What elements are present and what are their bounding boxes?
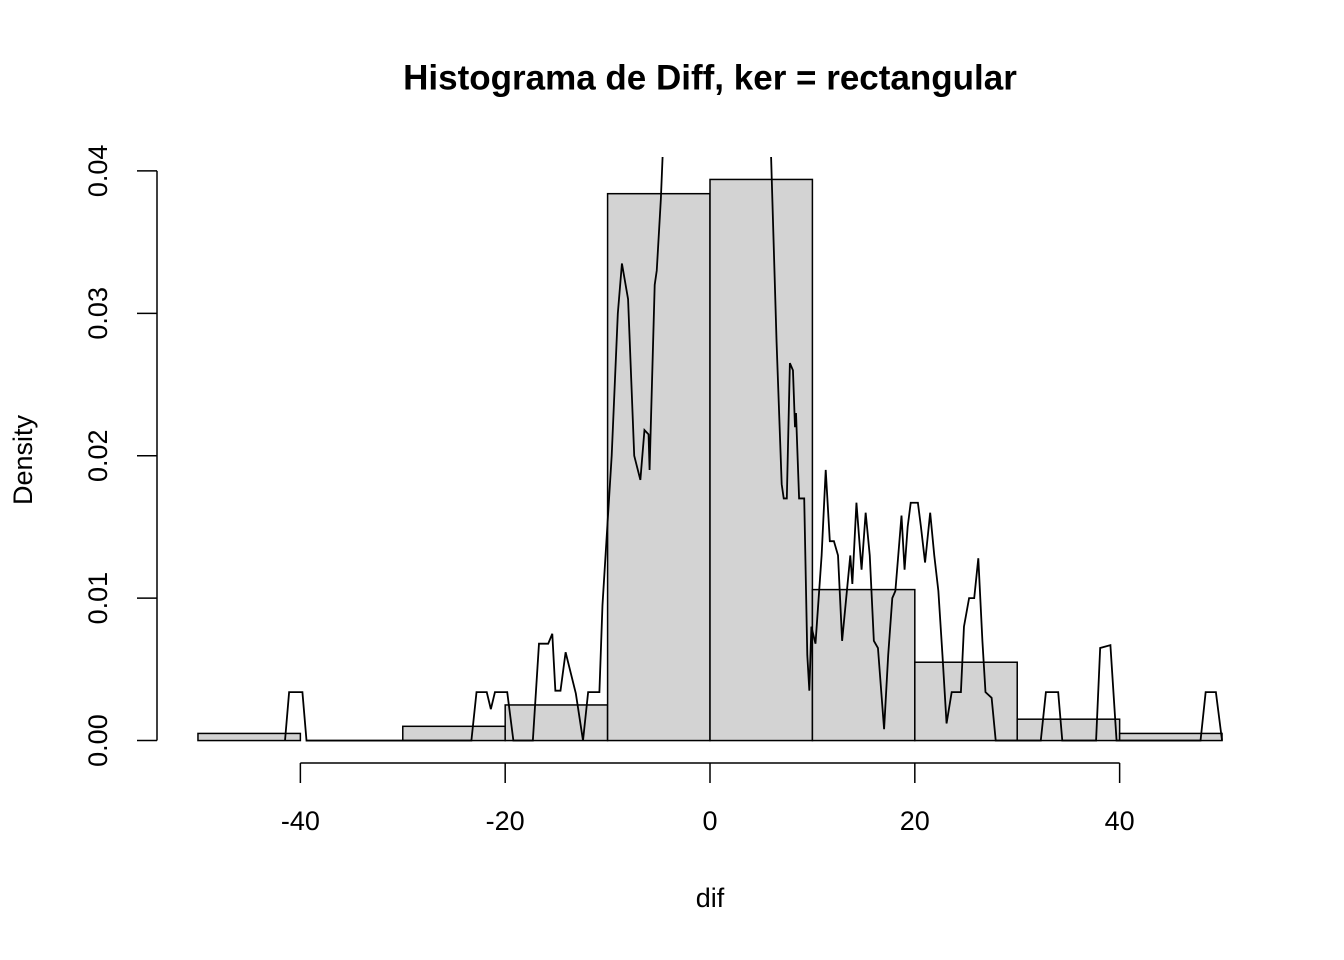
x-tick-label: -20 (486, 806, 525, 836)
x-tick-label: -40 (281, 806, 320, 836)
y-axis-label: Density (8, 414, 38, 505)
x-axis-label: dif (696, 883, 725, 913)
x-tick-label: 20 (900, 806, 930, 836)
bar (914, 661, 1018, 742)
bar (709, 178, 814, 742)
x-tick-label: 0 (702, 806, 717, 836)
density-line (284, 157, 1223, 742)
bar (197, 732, 302, 742)
chart-title: Histograma de Diff, ker = rectangular (403, 58, 1017, 97)
bars (197, 178, 1223, 742)
y-tick-label: 0.01 (83, 572, 113, 625)
y-tick-label: 0.02 (83, 429, 113, 482)
bar (1118, 732, 1223, 742)
bar (606, 192, 711, 742)
x-tick-label: 40 (1105, 806, 1135, 836)
bar (1016, 718, 1121, 742)
y-tick-label: 0.04 (83, 145, 113, 198)
bar (504, 704, 609, 742)
bar (811, 588, 916, 742)
y-tick-label: 0.00 (83, 714, 113, 767)
y-tick-label: 0.03 (83, 287, 113, 340)
bar (402, 725, 506, 742)
